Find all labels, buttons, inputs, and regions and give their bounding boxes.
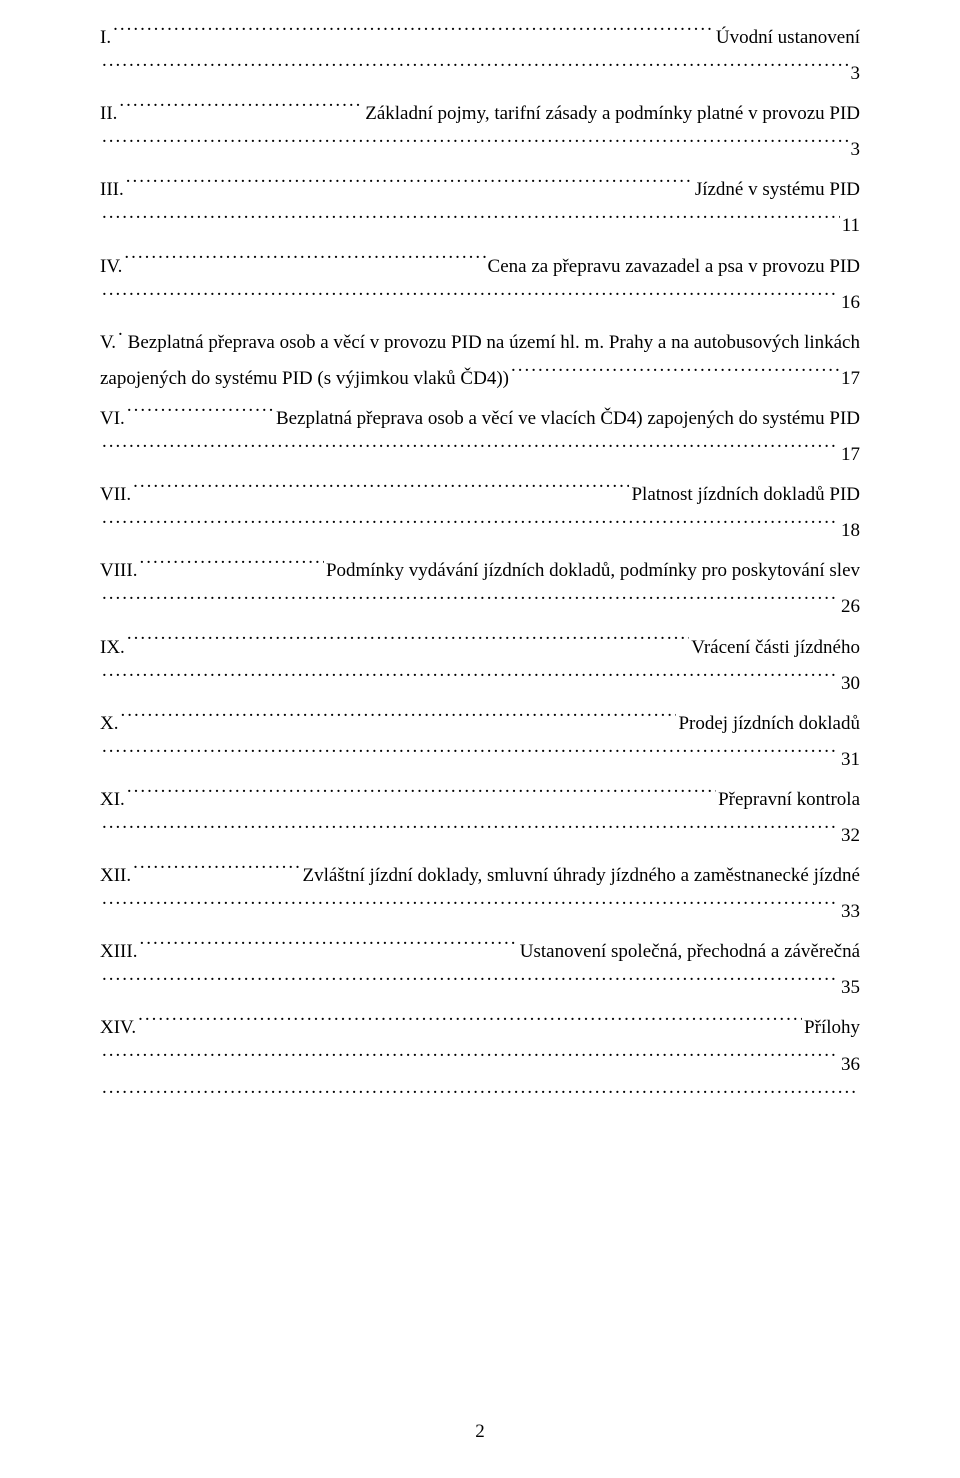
dot-leader [120,710,676,729]
toc-title: Úvodní ustanovení [716,20,860,56]
toc-entry: VIII. Podmínky vydávání jízdních dokladů… [100,553,860,625]
dot-leader [127,634,689,653]
toc-page-number: 26 [841,589,860,625]
dot-leader [102,822,839,841]
trailing-leader-line [100,1087,860,1106]
toc-page-number: 17 [841,361,860,397]
toc-numeral: VI. [100,401,125,437]
toc-title: Přílohy [804,1010,860,1046]
toc-page-number: 11 [842,208,860,244]
dot-leader [511,365,839,384]
toc-title-line1: Bezplatná přeprava osob a věcí v provozu… [128,325,860,361]
toc-title: Vrácení části jízdného [691,630,860,666]
dot-leader [118,329,126,348]
toc-title: Podmínky vydávání jízdních dokladů, podm… [326,553,860,589]
dot-leader [138,1014,802,1033]
document-page: I. Úvodní ustanovení 3 II. Základní pojm… [0,0,960,1478]
dot-leader [102,746,839,765]
toc-numeral: IX. [100,630,125,666]
dot-leader [102,60,849,79]
dot-leader [133,862,300,881]
dot-leader [113,24,714,43]
toc-entry: V. Bezplatná přeprava osob a věcí v prov… [100,325,860,397]
toc-title: Cena za přepravu zavazadel a psa v provo… [488,249,860,285]
toc-numeral: XIII. [100,934,137,970]
toc-entry: IX. Vrácení části jízdného 30 [100,630,860,702]
dot-leader [102,517,839,536]
dot-leader [102,136,849,155]
toc-entry: II. Základní pojmy, tarifní zásady a pod… [100,96,860,168]
toc-title: Přepravní kontrola [718,782,860,818]
toc-page-number: 32 [841,818,860,854]
dot-leader [119,100,363,119]
toc-entry: IV. Cena za přepravu zavazadel a psa v p… [100,249,860,321]
dot-leader [133,481,629,500]
toc-page-number: 17 [841,437,860,473]
dot-leader [102,212,840,231]
dot-leader [127,405,274,424]
toc-entry: XI. Přepravní kontrola 32 [100,782,860,854]
toc-title: Bezplatná přeprava osob a věcí ve vlacíc… [276,401,860,437]
toc-page-number: 3 [851,132,861,168]
toc-numeral: VII. [100,477,131,513]
toc-page-number: 16 [841,285,860,321]
toc-page-number: 36 [841,1047,860,1083]
toc-numeral: I. [100,20,111,56]
toc-numeral: II. [100,96,117,132]
toc-page-number: 33 [841,894,860,930]
toc-entry: XIV. Přílohy 36 [100,1010,860,1082]
toc-entry: I. Úvodní ustanovení 3 [100,20,860,92]
dot-leader [102,898,839,917]
dot-leader [102,593,839,612]
toc-numeral: VIII. [100,553,137,589]
dot-leader [124,253,485,272]
toc-numeral: IV. [100,249,122,285]
toc-page-number: 35 [841,970,860,1006]
toc-page-number: 31 [841,742,860,778]
toc-numeral: X. [100,706,118,742]
toc-page-number: 3 [851,56,861,92]
dot-leader [102,441,839,460]
toc-page-number: 30 [841,666,860,702]
toc-entry: VI. Bezplatná přeprava osob a věcí ve vl… [100,401,860,473]
dot-leader [126,176,693,195]
dot-leader [139,557,323,576]
dot-leader [102,1087,858,1106]
toc-numeral: III. [100,172,124,208]
dot-leader [102,974,839,993]
toc-numeral: XIV. [100,1010,136,1046]
toc-title: Základní pojmy, tarifní zásady a podmínk… [365,96,860,132]
toc-page-number: 18 [841,513,860,549]
toc-title: Jízdné v systému PID [695,172,860,208]
toc-entry: III. Jízdné v systému PID 11 [100,172,860,244]
toc-title: Zvláštní jízdní doklady, smluvní úhrady … [302,858,860,894]
toc-entry: X. Prodej jízdních dokladů 31 [100,706,860,778]
dot-leader [139,938,517,957]
table-of-contents: I. Úvodní ustanovení 3 II. Základní pojm… [100,20,860,1106]
toc-title: Ustanovení společná, přechodná a závěreč… [520,934,860,970]
dot-leader [102,1051,839,1070]
dot-leader [102,289,839,308]
toc-entry: XIII. Ustanovení společná, přechodná a z… [100,934,860,1006]
toc-numeral: XI. [100,782,125,818]
toc-entry: VII. Platnost jízdních dokladů PID 18 [100,477,860,549]
toc-title: Prodej jízdních dokladů [678,706,860,742]
page-number-footer: 2 [0,1421,960,1443]
toc-numeral: XII. [100,858,131,894]
dot-leader [127,786,716,805]
toc-numeral: V. [100,325,116,361]
toc-title-line2: zapojených do systému PID (s výjimkou vl… [100,361,509,397]
toc-entry: XII. Zvláštní jízdní doklady, smluvní úh… [100,858,860,930]
dot-leader [102,670,839,689]
toc-title: Platnost jízdních dokladů PID [631,477,860,513]
